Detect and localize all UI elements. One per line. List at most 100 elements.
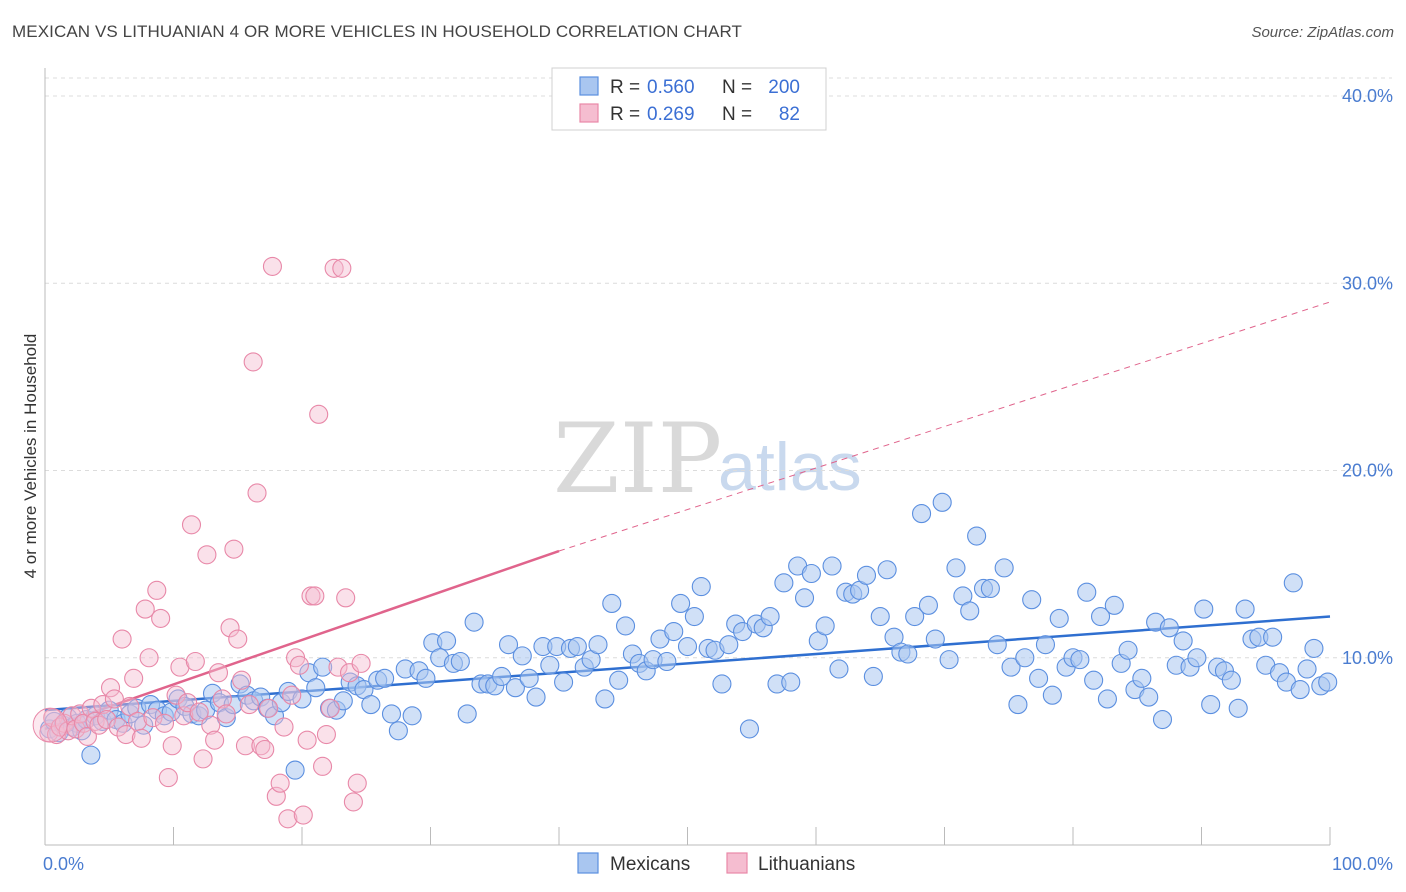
point-mexicans [381, 704, 402, 724]
point-lithuanians [332, 258, 352, 278]
legend-bottom-swatch-mexicans [577, 852, 599, 874]
point-mexicans [464, 612, 484, 632]
legend-n-value-2: 82 [779, 104, 800, 125]
legend-top: R = 0.560 N = 200 R = 0.269 N = 82 [551, 67, 827, 131]
point-mexicans [1090, 607, 1111, 627]
point-lithuanians [220, 618, 240, 638]
source-label: Source: ZipAtlas.com [1251, 24, 1394, 41]
tick-labels: 10.0% 20.0% 30.0% 40.0% 0.0% 100.0% [43, 86, 1393, 874]
point-lithuanians [262, 256, 282, 276]
point-mexicans [615, 616, 636, 636]
point-mexicans [609, 670, 629, 690]
point-lithuanians [131, 728, 151, 748]
point-mexicans [967, 526, 987, 546]
trend-line-lithuanians [44, 549, 560, 731]
point-lithuanians [147, 580, 167, 600]
point-lithuanians [143, 708, 163, 728]
point-mexicans [1118, 640, 1138, 660]
point-lithuanians [347, 773, 367, 793]
point-lithuanians [208, 663, 229, 683]
legend-n-label-1: N = [722, 77, 752, 98]
point-lithuanians [201, 715, 221, 735]
point-mexicans [1194, 599, 1214, 619]
point-lithuanians [189, 702, 209, 722]
point-mexicans [540, 655, 560, 675]
point-lithuanians [185, 651, 205, 672]
point-mexicans [829, 659, 849, 679]
point-mexicans [1132, 668, 1152, 688]
point-lithuanians [224, 539, 244, 559]
point-mexicans [994, 558, 1014, 578]
point-mexicans [588, 635, 608, 655]
point-lithuanians [239, 695, 259, 715]
point-lithuanians [135, 599, 155, 619]
point-mexicans [822, 556, 842, 576]
point-mexicans [946, 558, 966, 578]
axes [44, 68, 1331, 846]
y-tick-label: 20.0% [1342, 461, 1393, 481]
point-lithuanians [197, 545, 217, 565]
trend-lines [44, 301, 1331, 731]
point-lithuanians [309, 404, 329, 424]
point-mexicans [285, 760, 305, 780]
point-mexicans [1173, 631, 1193, 651]
point-lithuanians [313, 756, 333, 776]
point-mexicans [450, 651, 470, 672]
point-lithuanians [320, 698, 340, 718]
point-mexicans [567, 636, 587, 657]
point-mexicans [1015, 648, 1035, 668]
point-mexicans [1084, 670, 1104, 690]
point-mexicans [361, 695, 381, 715]
watermark-atlas: atlas [718, 429, 862, 505]
point-lithuanians [166, 685, 186, 705]
point-mexicans [1070, 650, 1090, 670]
point-mexicans [1187, 648, 1207, 668]
legend-swatch-mexicans [579, 76, 599, 96]
point-mexicans [794, 588, 815, 608]
point-mexicans [863, 666, 883, 687]
point-mexicans [223, 695, 243, 715]
point-mexicans [519, 668, 539, 688]
point-mexicans [1097, 689, 1117, 709]
watermark-zip: ZIP [553, 403, 722, 515]
point-lithuanians [77, 726, 97, 746]
point-lithuanians [270, 773, 290, 793]
point-mexicans [657, 651, 677, 672]
point-lithuanians [181, 515, 202, 535]
legend-n-label-2: N = [722, 104, 752, 125]
point-mexicans [402, 706, 422, 726]
point-lithuanians [255, 739, 275, 760]
point-mexicans [602, 593, 622, 613]
point-mexicans [512, 646, 532, 666]
y-tick-label: 30.0% [1342, 273, 1393, 293]
point-mexicans [457, 704, 477, 724]
point-mexicans [292, 689, 312, 709]
point-mexicans [987, 635, 1007, 655]
point-mexicans [960, 601, 980, 621]
y-tick-label: 10.0% [1342, 648, 1393, 668]
point-mexicans [595, 689, 615, 709]
point-lithuanians [351, 653, 371, 673]
point-mexicans [1035, 635, 1056, 655]
point-lithuanians [205, 730, 225, 750]
point-mexicans [684, 607, 704, 627]
point-mexicans [1235, 599, 1255, 619]
point-lithuanians [120, 696, 140, 716]
point-lithuanians [112, 629, 132, 649]
point-mexicans [554, 672, 574, 692]
point-mexicans [1318, 672, 1338, 692]
data-points [32, 256, 1338, 829]
point-lithuanians [232, 670, 252, 690]
point-lithuanians [151, 608, 171, 628]
point-mexicans [388, 721, 408, 741]
point-mexicans [774, 573, 794, 593]
point-mexicans [925, 629, 945, 649]
point-mexicans [719, 635, 739, 655]
point-lithuanians [108, 717, 128, 737]
point-mexicans [877, 560, 897, 580]
point-mexicans [1201, 695, 1221, 715]
point-mexicans [1008, 695, 1028, 715]
point-lithuanians [251, 736, 271, 756]
point-mexicans [1304, 638, 1324, 658]
point-mexicans [1283, 573, 1303, 593]
